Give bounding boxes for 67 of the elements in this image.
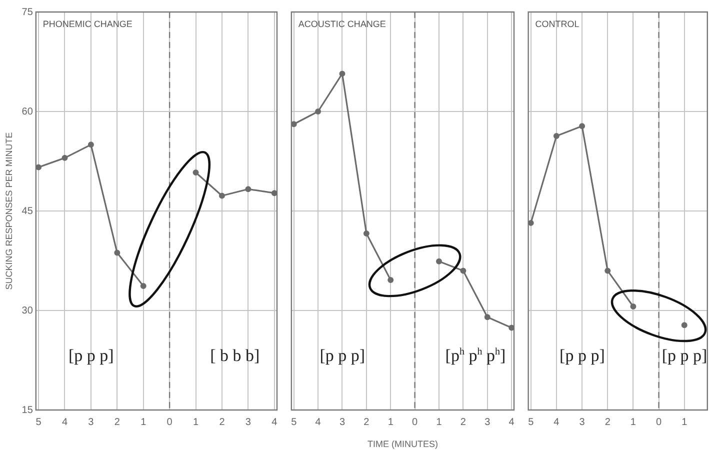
x-tick-label: 1 — [192, 416, 199, 428]
x-tick-label: 0 — [412, 416, 418, 428]
text: CONTROL — [535, 18, 580, 29]
point — [484, 314, 490, 320]
text: ACOUSTIC CHANGE — [298, 18, 386, 29]
x-tick-label: 1 — [682, 416, 688, 428]
x-tick-label: 4 — [554, 416, 560, 428]
x-tick-label: 2 — [604, 416, 611, 428]
x-tick-label: 2 — [460, 416, 466, 428]
x-tick-label: 5 — [291, 416, 298, 428]
point — [88, 142, 94, 148]
point — [291, 121, 297, 128]
point — [363, 230, 370, 237]
x-tick-label: 3 — [579, 416, 586, 428]
y-tick-label: 60 — [22, 106, 34, 118]
point — [508, 324, 514, 331]
x-tick-label: 2 — [114, 416, 120, 428]
point — [436, 258, 442, 264]
annotation: [p p p] — [662, 346, 708, 366]
point — [36, 164, 42, 170]
point — [218, 192, 225, 199]
x-tick-label: 4 — [508, 416, 515, 428]
y-axis-title: SUCKING RESPONSES PER MINUTE — [4, 132, 14, 290]
annotation: [ b b b] — [210, 346, 260, 366]
point — [271, 190, 277, 196]
point — [681, 322, 688, 328]
y-tick-label: 15 — [22, 404, 34, 416]
x-tick-label: 5 — [36, 416, 42, 428]
x-tick-label: 1 — [630, 416, 636, 428]
x-tick-label: 5 — [528, 416, 534, 428]
point — [114, 250, 120, 256]
x-tick-label: 4 — [62, 416, 68, 428]
x-tick-label: 1 — [388, 416, 394, 428]
x-tick-label: 0 — [166, 416, 173, 428]
point — [630, 304, 636, 310]
annotation: [p p p] — [320, 346, 366, 366]
annotation: [p p p] — [68, 346, 114, 366]
point — [245, 186, 252, 192]
x-tick-label: 0 — [656, 416, 662, 428]
text: PHONEMIC CHANGE — [42, 18, 132, 29]
point — [460, 268, 466, 274]
x-tick-label: 1 — [140, 416, 147, 428]
y-tick-label: 30 — [22, 305, 34, 316]
x-tick-label: 3 — [484, 416, 491, 428]
point — [553, 133, 560, 140]
annotation: [p$^{h}$ p$^{h}$ p$^{h}$] — [445, 346, 506, 366]
x-tick-label: 3 — [88, 416, 94, 428]
x-tick-label: 4 — [272, 416, 278, 428]
x-tick-label: 2 — [219, 416, 226, 428]
x-tick-label: 4 — [315, 416, 322, 428]
point — [192, 170, 199, 176]
y-tick-label: 45 — [22, 206, 34, 217]
annotation: [p p p] — [560, 346, 605, 366]
y-tick-label: 75 — [22, 6, 34, 18]
point — [604, 268, 611, 274]
x-tick-label: 3 — [245, 416, 252, 428]
point — [62, 154, 68, 161]
point — [528, 220, 534, 226]
point — [140, 282, 146, 289]
x-tick-label: 3 — [339, 416, 346, 428]
x-tick-label: 2 — [364, 416, 370, 428]
x-tick-label: 1 — [436, 416, 442, 428]
point — [339, 70, 346, 77]
x-axis-title: TIME (MINUTES) — [367, 439, 438, 450]
point — [388, 276, 394, 283]
point — [315, 108, 322, 114]
point — [579, 123, 586, 130]
